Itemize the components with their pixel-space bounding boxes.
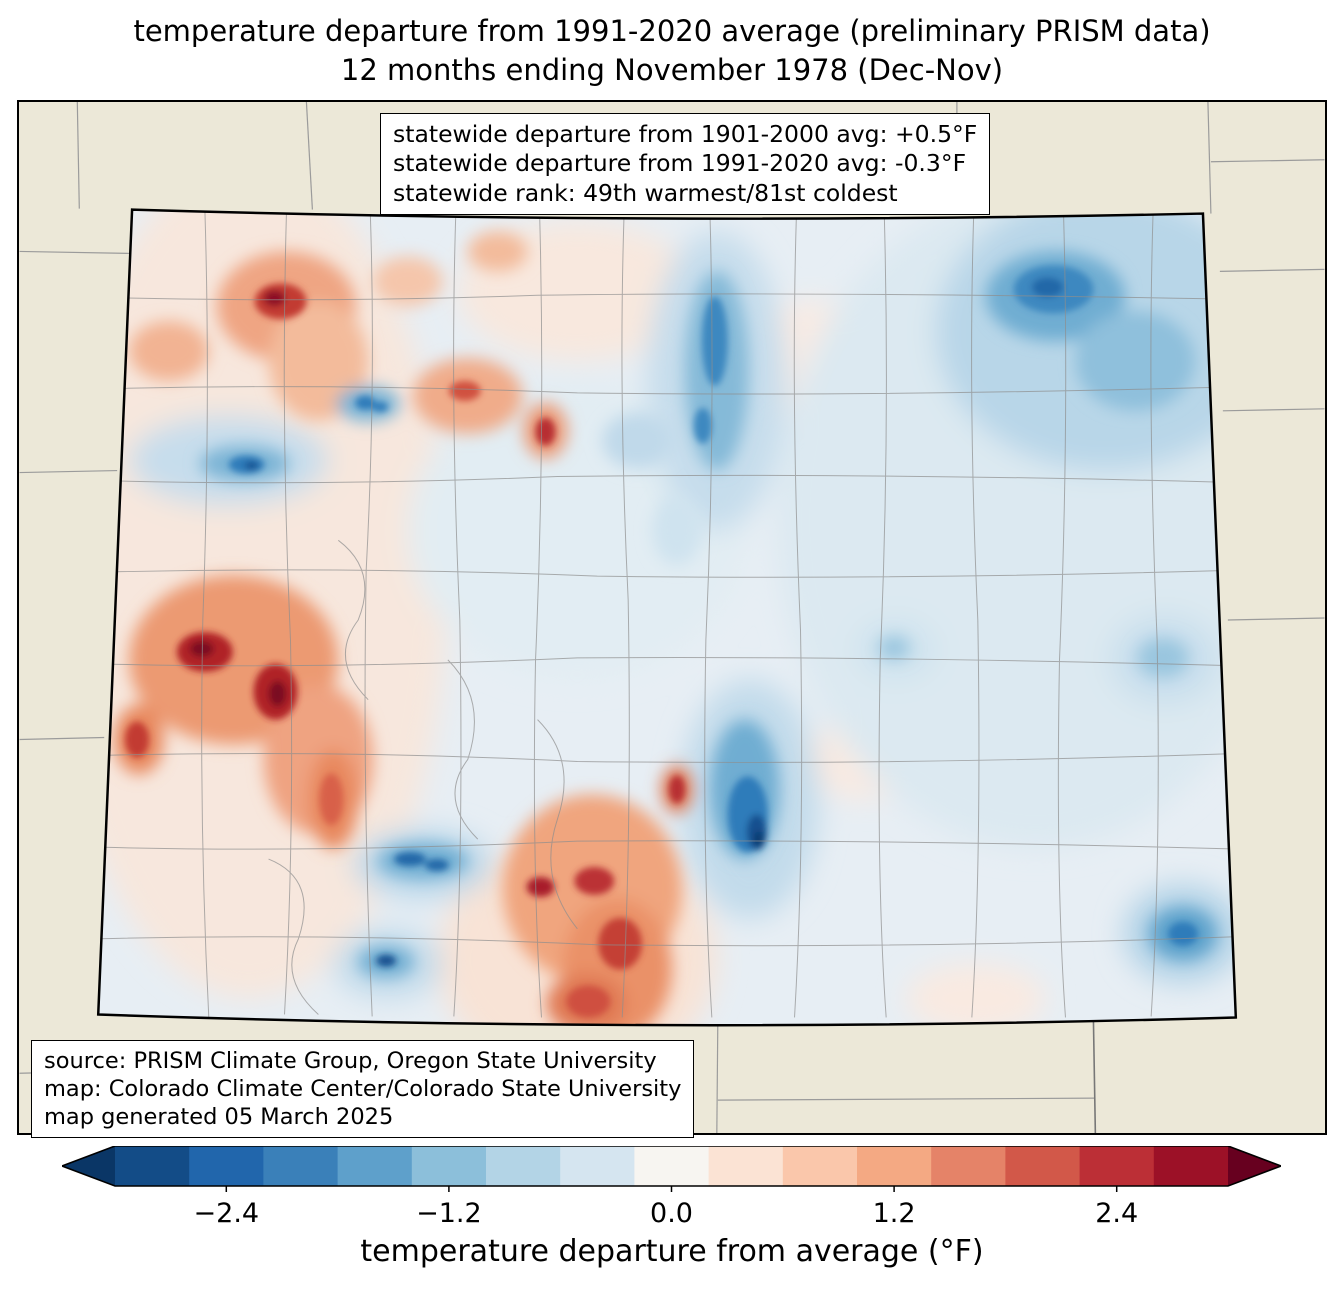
stats-line-1: statewide departure from 1901-2000 avg: … bbox=[393, 120, 978, 148]
colorbar-tick-label: 0.0 bbox=[650, 1198, 693, 1229]
source-line-3: map generated 05 March 2025 bbox=[44, 1104, 394, 1131]
colorbar-segment bbox=[486, 1146, 561, 1186]
source-line-2: map: Colorado Climate Center/Colorado St… bbox=[44, 1076, 682, 1103]
temperature-anomaly-field bbox=[98, 209, 1236, 1026]
neighbor-state-boundaries bbox=[19, 102, 1325, 1133]
colorbar-segment bbox=[337, 1146, 413, 1186]
colorbar-segment bbox=[708, 1146, 784, 1186]
colorbar-segment bbox=[857, 1146, 932, 1186]
source-line-1: source: PRISM Climate Group, Oregon Stat… bbox=[44, 1048, 657, 1074]
county-boundaries bbox=[98, 209, 1236, 1018]
colorbar-over-arrow bbox=[1228, 1146, 1281, 1186]
stats-line-2: statewide departure from 1991-2020 avg: … bbox=[393, 149, 967, 178]
colorbar bbox=[59, 1145, 1284, 1194]
colorbar-axis-label: temperature departure from average (°F) bbox=[360, 1234, 984, 1269]
colorbar-segment bbox=[115, 1146, 190, 1186]
colorbar-segment bbox=[931, 1146, 1006, 1186]
colorbar-segment bbox=[411, 1146, 487, 1186]
colorbar-segment bbox=[1079, 1146, 1155, 1186]
colorbar-segment bbox=[560, 1146, 635, 1186]
colorbar-tick-label: 1.2 bbox=[872, 1198, 916, 1229]
figure-title-line1: temperature departure from 1991-2020 ave… bbox=[133, 14, 1211, 48]
stats-box: statewide departure from 1901-2000 avg: … bbox=[380, 113, 991, 216]
stats-line-3: statewide rank: 49th warmest/81st coldes… bbox=[393, 178, 898, 207]
colorbar-segment bbox=[1005, 1146, 1081, 1186]
colorbar-tick-label: −2.4 bbox=[193, 1198, 260, 1229]
figure-title-line2: 12 months ending November 1978 (Dec-Nov) bbox=[340, 53, 1004, 87]
colorbar-segment bbox=[782, 1146, 858, 1186]
map-frame: statewide departure from 1901-2000 avg: … bbox=[17, 100, 1327, 1139]
source-box: source: PRISM Climate Group, Oregon Stat… bbox=[31, 1040, 695, 1139]
state-border bbox=[96, 208, 1238, 1027]
colorbar-tick-label: 2.4 bbox=[1095, 1198, 1139, 1229]
colorbar-segments bbox=[115, 1146, 1229, 1186]
colorbar-segment bbox=[634, 1146, 710, 1186]
colorbar-under-arrow bbox=[62, 1146, 115, 1186]
colorado-map-svg bbox=[19, 102, 1325, 1133]
colorbar-segment bbox=[263, 1146, 339, 1186]
colorbar-tick-label: −1.2 bbox=[416, 1198, 482, 1229]
colorbar-segment bbox=[189, 1146, 264, 1186]
colorbar-tick-labels: −2.4 −1.2 0.0 1.2 2.4 bbox=[0, 1198, 1344, 1232]
colorbar-segment bbox=[1153, 1146, 1229, 1186]
colorbar-tick-marks bbox=[225, 1186, 1118, 1192]
colorbar-svg bbox=[59, 1145, 1284, 1192]
